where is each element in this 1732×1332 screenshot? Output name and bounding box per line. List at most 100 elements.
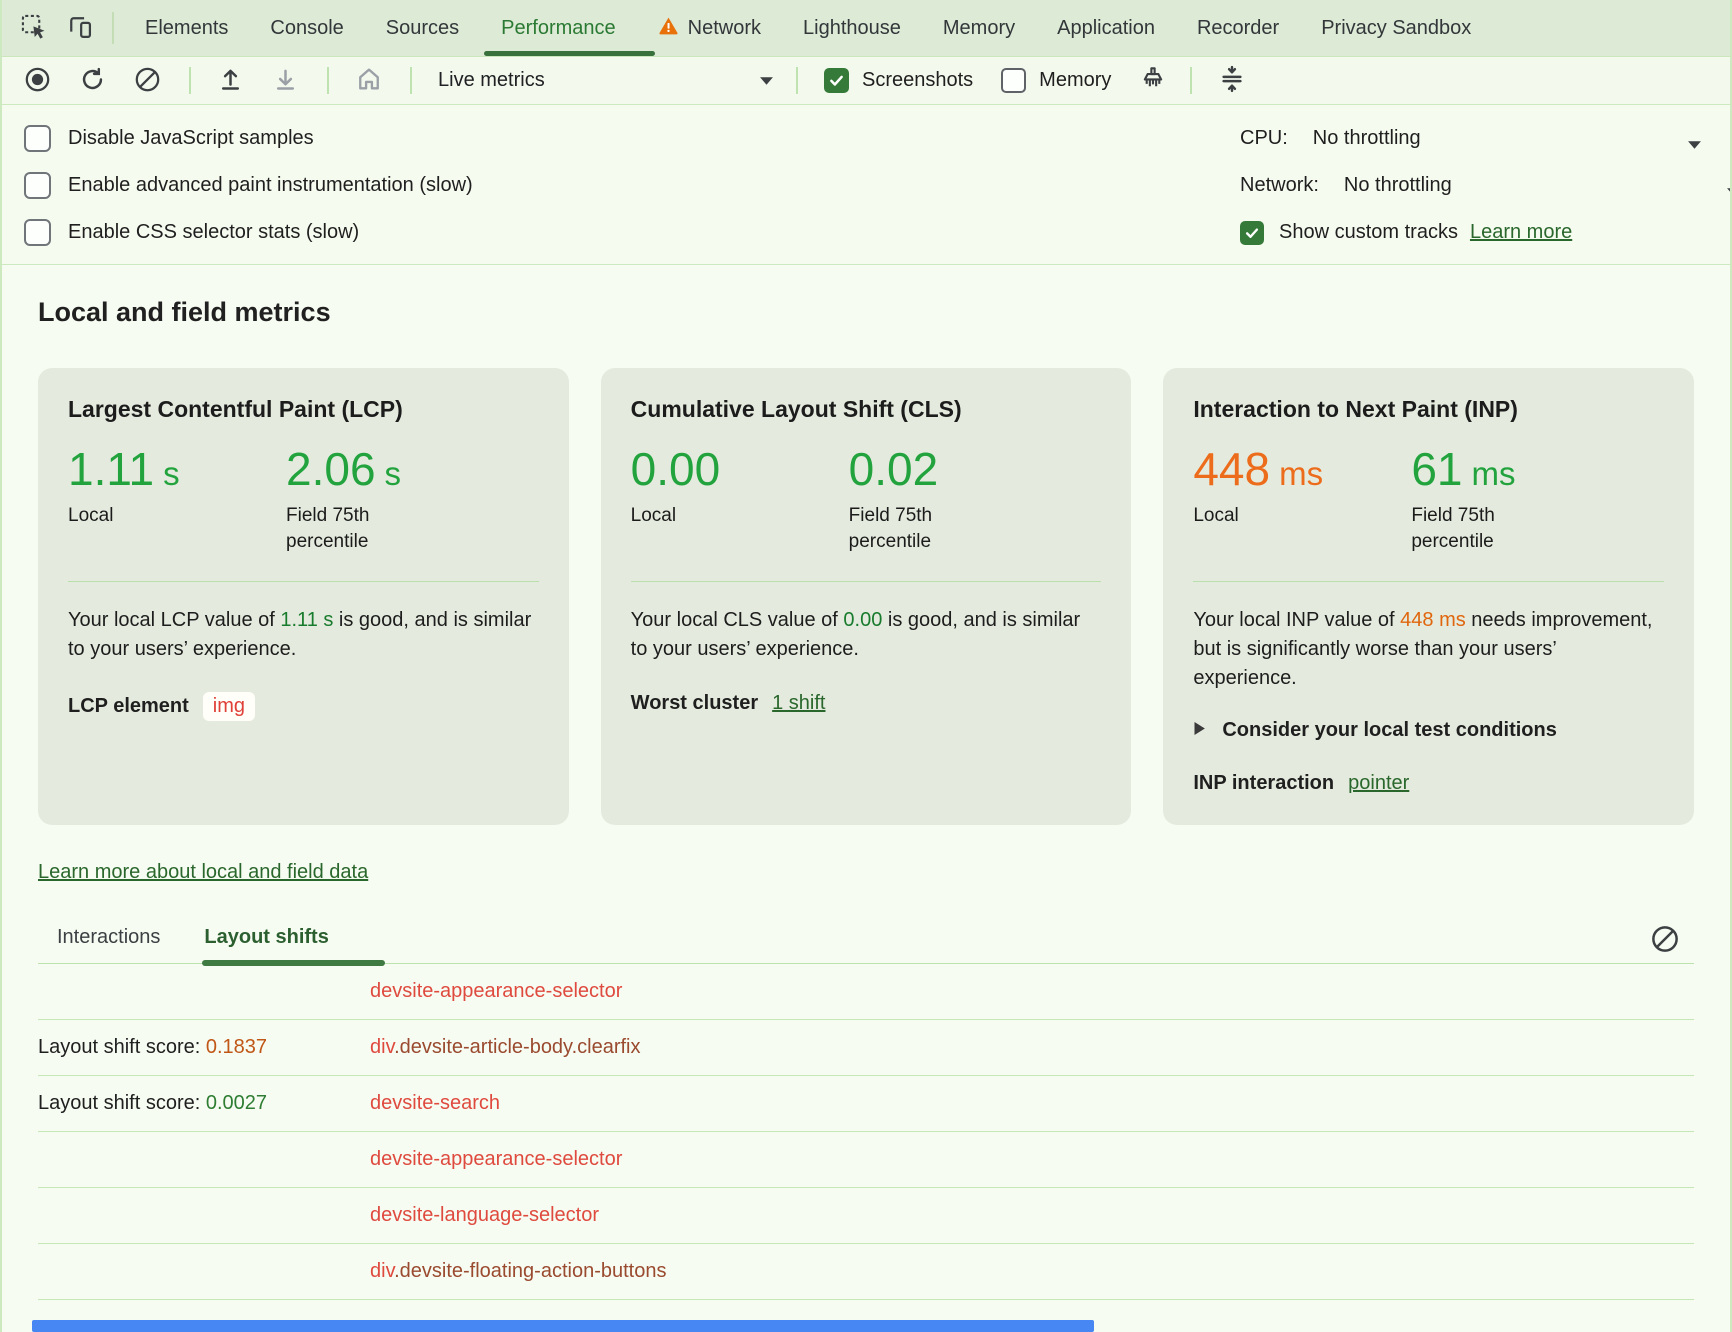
field-metric-value: 61ms xyxy=(1411,445,1581,493)
collapse-icon xyxy=(1218,65,1246,96)
custom-tracks-label: Show custom tracks xyxy=(1279,221,1458,244)
inp-card: Interaction to Next Paint (INP) 448ms Lo… xyxy=(1163,368,1694,825)
upload-icon xyxy=(217,66,244,96)
section-title: Local and field metrics xyxy=(38,297,1694,328)
consider-label: Consider your local test conditions xyxy=(1222,719,1557,742)
tab-privacy-sandbox[interactable]: Privacy Sandbox xyxy=(1300,0,1492,56)
css-selector-stats-checkbox[interactable]: Enable CSS selector stats (slow) xyxy=(24,209,473,256)
shift-node-link[interactable]: div.devsite-article-body.clearfix xyxy=(370,1036,640,1059)
divider xyxy=(796,67,798,94)
local-label: Local xyxy=(1193,503,1363,529)
memory-checkbox[interactable]: Memory xyxy=(1001,68,1111,93)
device-toolbar-button[interactable] xyxy=(62,10,98,46)
capture-settings-right: CPU: No throttling Network: No throttlin… xyxy=(1240,115,1730,256)
save-profile-button[interactable] xyxy=(272,67,299,94)
metric-values: 448ms Local 61ms Field 75th percentile xyxy=(1193,445,1664,555)
metric-description: Your local CLS value of 0.00 is good, an… xyxy=(631,606,1102,664)
field-value-column: 0.02 Field 75th percentile xyxy=(849,445,1019,555)
tab-network[interactable]: Network xyxy=(637,0,782,56)
network-label: Network: xyxy=(1240,174,1319,197)
local-value-column: 448ms Local xyxy=(1193,445,1411,555)
tab-label: Privacy Sandbox xyxy=(1321,17,1471,40)
metric-values: 0.00 Local 0.02 Field 75th percentile xyxy=(631,445,1102,555)
checkbox-unchecked-icon xyxy=(1001,68,1026,93)
circle-slash-icon xyxy=(1650,942,1680,957)
checkbox-unchecked-icon xyxy=(24,125,51,152)
show-custom-tracks-checkbox[interactable]: Show custom tracks Learn more xyxy=(1240,209,1730,256)
shift-node-link[interactable]: devsite-language-selector xyxy=(370,1204,599,1227)
warning-triangle-icon xyxy=(658,15,679,42)
worst-cluster-row: Worst cluster 1 shift xyxy=(631,692,1102,715)
tab-label: Application xyxy=(1057,17,1155,40)
record-icon xyxy=(24,66,51,96)
tab-label: Sources xyxy=(386,17,459,40)
shift-node-link[interactable]: devsite-appearance-selector xyxy=(370,1148,622,1171)
tab-recorder[interactable]: Recorder xyxy=(1176,0,1300,56)
shift-node-link[interactable]: devsite-appearance-selector xyxy=(370,980,622,1003)
cpu-label: CPU: xyxy=(1240,127,1288,150)
tab-layout-shifts[interactable]: Layout shifts xyxy=(204,926,328,963)
network-throttling-select[interactable]: Network: No throttling xyxy=(1240,162,1730,209)
panel-mode-value: Live metrics xyxy=(438,69,545,92)
tab-label: Network xyxy=(688,17,761,40)
shift-node-link[interactable]: devsite-search xyxy=(370,1092,500,1115)
disable-js-samples-checkbox[interactable]: Disable JavaScript samples xyxy=(24,115,473,162)
card-title: Cumulative Layout Shift (CLS) xyxy=(631,396,1102,423)
screenshots-label: Screenshots xyxy=(862,69,973,92)
lcp-element-node-link[interactable]: img xyxy=(203,692,255,721)
checkbox-unchecked-icon xyxy=(24,172,51,199)
field-metric-value: 0.02 xyxy=(849,445,1019,493)
collapse-panel-button[interactable] xyxy=(1218,67,1245,94)
layout-shift-row: devsite-appearance-selector xyxy=(38,964,1694,1020)
live-metrics-log: Interactions Layout shifts devsite-appea… xyxy=(38,914,1694,1300)
inp-interaction-link[interactable]: pointer xyxy=(1348,772,1409,795)
selection-highlight-bar xyxy=(32,1320,1094,1332)
tab-label: Console xyxy=(270,17,343,40)
metric-values: 1.11s Local 2.06s Field 75th percentile xyxy=(68,445,539,555)
tab-application[interactable]: Application xyxy=(1036,0,1176,56)
tab-sources[interactable]: Sources xyxy=(365,0,480,56)
clear-button[interactable] xyxy=(134,67,161,94)
inp-interaction-row: INP interaction pointer xyxy=(1193,772,1664,795)
capture-settings-left: Disable JavaScript samples Enable advanc… xyxy=(24,115,473,256)
option-label: Enable advanced paint instrumentation (s… xyxy=(68,174,473,197)
divider xyxy=(112,12,114,44)
shift-node-link[interactable]: div.devsite-floating-action-buttons xyxy=(370,1260,666,1283)
inspect-element-button[interactable] xyxy=(16,10,52,46)
local-value-column: 0.00 Local xyxy=(631,445,849,555)
screenshots-checkbox[interactable]: Screenshots xyxy=(824,68,973,93)
memory-label: Memory xyxy=(1039,69,1111,92)
option-label: Disable JavaScript samples xyxy=(68,127,314,150)
tab-console[interactable]: Console xyxy=(249,0,364,56)
collect-garbage-button[interactable] xyxy=(1139,67,1166,94)
chevron-down-icon xyxy=(1687,133,1702,156)
tab-lighthouse[interactable]: Lighthouse xyxy=(782,0,922,56)
load-profile-button[interactable] xyxy=(217,67,244,94)
layout-shift-row: Layout shift score: 0.1837 div.devsite-a… xyxy=(38,1020,1694,1076)
disclosure-triangle-icon xyxy=(1193,719,1206,742)
cpu-throttling-select[interactable]: CPU: No throttling xyxy=(1240,115,1730,162)
learn-more-local-field-link[interactable]: Learn more about local and field data xyxy=(38,861,368,884)
home-button[interactable] xyxy=(355,67,382,94)
custom-tracks-learn-more-link[interactable]: Learn more xyxy=(1470,221,1572,244)
layout-shift-row: devsite-appearance-selector xyxy=(38,1132,1694,1188)
clear-log-button[interactable] xyxy=(1650,924,1680,957)
advanced-paint-instrumentation-checkbox[interactable]: Enable advanced paint instrumentation (s… xyxy=(24,162,473,209)
worst-cluster-link[interactable]: 1 shift xyxy=(772,692,825,715)
field-value-column: 2.06s Field 75th percentile xyxy=(286,445,456,555)
record-and-reload-button[interactable] xyxy=(79,67,106,94)
panel-mode-dropdown[interactable]: Live metrics xyxy=(438,69,774,92)
divider xyxy=(631,581,1102,582)
tab-interactions[interactable]: Interactions xyxy=(57,926,160,963)
record-button[interactable] xyxy=(24,67,51,94)
local-metric-value: 1.11s xyxy=(68,445,286,493)
local-label: Local xyxy=(631,503,801,529)
layout-shift-row: div.devsite-floating-action-buttons xyxy=(38,1244,1694,1300)
local-metric-value: 448ms xyxy=(1193,445,1411,493)
tab-elements[interactable]: Elements xyxy=(124,0,249,56)
tab-memory[interactable]: Memory xyxy=(922,0,1036,56)
metric-cards: Largest Contentful Paint (LCP) 1.11s Loc… xyxy=(38,368,1694,825)
consider-local-conditions-disclosure[interactable]: Consider your local test conditions xyxy=(1193,719,1664,742)
live-metrics-view: Local and field metrics Largest Contentf… xyxy=(2,297,1730,1300)
tab-performance[interactable]: Performance xyxy=(480,0,637,56)
